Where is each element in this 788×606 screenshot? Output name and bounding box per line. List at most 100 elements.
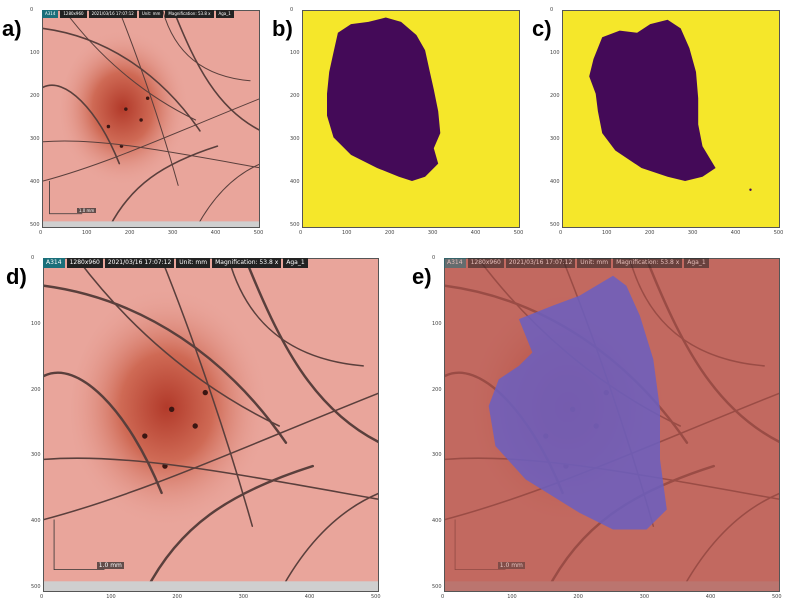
y-tick-label: 500: [31, 583, 41, 590]
image-frame: [444, 258, 780, 592]
x-tick-label: 500: [370, 594, 381, 600]
image-bottom-strip: [44, 581, 378, 591]
x-tick-label: 500: [513, 230, 524, 236]
unit-label: Unit: mm: [176, 258, 211, 268]
x-tick-label: 500: [773, 230, 784, 236]
x-tick-label: 200: [573, 594, 583, 600]
panel-image: [563, 11, 779, 227]
pigment-dot: [124, 107, 128, 111]
y-tick-label: 0: [550, 7, 554, 13]
x-tick-label: 400: [705, 594, 716, 600]
y-tick-label: 300: [432, 452, 442, 459]
scale-bar-label: 1.0 mm: [76, 208, 97, 214]
y-tick-label: 200: [290, 92, 300, 99]
y-tick-label: 200: [30, 92, 40, 99]
x-tick-label: 0: [299, 230, 303, 236]
x-tick-label: 0: [39, 230, 43, 236]
x-tick-label: 100: [507, 594, 517, 600]
resolution-label: 1280x960: [467, 258, 504, 268]
y-tick-label: 100: [432, 320, 442, 327]
x-tick-label: 0: [559, 230, 563, 236]
y-tick-label: 400: [290, 178, 300, 185]
y-tick-label: 0: [30, 7, 34, 13]
image-frame: [302, 10, 520, 228]
y-tick-label: 300: [31, 452, 41, 459]
panel-d-dermoscopy: A314 1280x960 2021/03/16 17:07:12 Unit: mm M…: [31, 255, 381, 600]
x-tick-label: 400: [304, 594, 315, 600]
hair-strand: [196, 163, 259, 227]
image-frame: [42, 10, 260, 228]
pigment-dot: [168, 406, 175, 412]
scale-bar-label: 1.0 mm: [96, 561, 124, 569]
x-tick-label: 100: [106, 594, 116, 600]
x-tick-label: 100: [81, 230, 92, 236]
panel-label-e: e): [412, 264, 432, 289]
x-tick-label: 300: [427, 230, 438, 236]
panel-label-b: b): [272, 16, 293, 41]
x-tick-label: 200: [644, 230, 655, 236]
image-id-label: A314: [43, 258, 65, 268]
y-tick-label: 500: [432, 583, 442, 590]
y-tick-label: 0: [432, 255, 436, 261]
name-label: Aga_1: [684, 258, 709, 268]
image-frame: [562, 10, 780, 228]
x-tick-label: 300: [687, 230, 698, 236]
hair-strand: [43, 27, 201, 132]
hair-strand: [44, 457, 378, 500]
mask-speck: [749, 188, 752, 191]
name-label: Aga_1: [283, 258, 308, 268]
pigment-dot: [142, 433, 148, 439]
hair-strand: [228, 259, 364, 367]
y-tick-label: 500: [550, 221, 560, 228]
pigment-dot: [106, 124, 111, 129]
panel-image: [303, 11, 519, 227]
y-tick-label: 400: [432, 518, 442, 525]
hair-strand: [108, 145, 219, 227]
y-tick-label: 100: [290, 49, 300, 56]
scale-bar-label: 1.0 mm: [497, 561, 525, 569]
panel-a-dermoscopy: A314 1280x960 2021/03/16 17:07:12 Unit: mm M…: [30, 7, 263, 236]
y-tick-label: 0: [290, 7, 294, 13]
name-label: Aga_1: [215, 10, 234, 18]
mask-lesion: [327, 17, 441, 181]
y-tick-label: 100: [30, 49, 40, 56]
datetime-label: 2021/03/16 17:07:12: [505, 258, 576, 268]
panel-label-d: d): [6, 264, 27, 289]
x-tick-label: 400: [470, 230, 481, 236]
image-info-bar: A314 1280x960 2021/03/16 17:07:12 Unit: mm M…: [444, 258, 709, 268]
panel-label-c: c): [532, 16, 552, 41]
x-tick-label: 300: [238, 594, 249, 600]
mask-lesion: [589, 19, 716, 182]
panel-label-a: a): [2, 16, 22, 41]
pigment-dot: [139, 118, 143, 122]
hair-strand: [244, 259, 378, 444]
y-tick-label: 100: [31, 320, 41, 327]
hair-strand: [43, 98, 259, 182]
hair-strand: [44, 371, 163, 495]
y-tick-label: 300: [290, 135, 300, 142]
unit-label: Unit: mm: [138, 10, 164, 18]
datetime-label: 2021/03/16 17:07:12: [104, 258, 175, 268]
x-tick-label: 200: [384, 230, 395, 236]
y-tick-label: 500: [290, 221, 300, 228]
x-tick-label: 500: [253, 230, 264, 236]
panel-e-overlay: A314 1280x960 2021/03/16 17:07:12 Unit: mm M…: [432, 255, 782, 600]
y-tick-label: 0: [31, 255, 35, 261]
x-tick-label: 200: [172, 594, 182, 600]
y-tick-label: 300: [30, 135, 40, 142]
x-tick-label: 300: [167, 230, 178, 236]
panel-image: [43, 11, 259, 227]
magnification-label: Magnification: 53.8 x: [165, 10, 214, 18]
y-tick-label: 400: [30, 178, 40, 185]
pigment-dot: [145, 96, 150, 100]
y-tick-label: 400: [31, 518, 41, 525]
x-tick-label: 200: [124, 230, 135, 236]
hair-strand: [162, 11, 251, 82]
hair-strand: [76, 259, 280, 427]
pigment-dot: [202, 389, 208, 396]
x-tick-label: 500: [771, 594, 782, 600]
x-tick-label: 100: [341, 230, 352, 236]
x-tick-label: 400: [210, 230, 221, 236]
resolution-label: 1280x960: [60, 10, 87, 18]
x-tick-label: 300: [639, 594, 650, 600]
